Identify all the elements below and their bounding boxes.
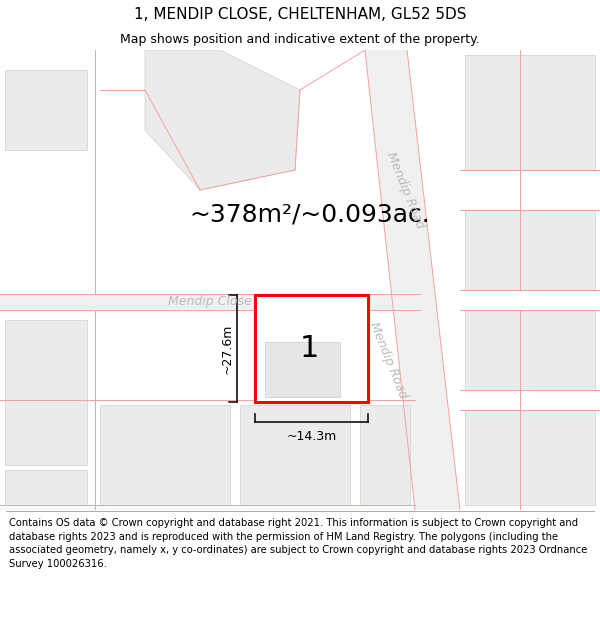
Polygon shape	[145, 50, 300, 190]
Bar	[5, 70, 87, 150]
Text: Mendip Close: Mendip Close	[168, 296, 252, 309]
Bar	[5, 470, 87, 505]
Bar	[265, 342, 340, 397]
Bar	[0, 294, 420, 310]
Text: Mendip Road: Mendip Road	[384, 150, 426, 230]
Bar	[360, 405, 410, 505]
Text: 1: 1	[299, 334, 319, 363]
Bar	[465, 210, 595, 290]
Bar	[465, 410, 595, 505]
Text: ~378m²/~0.093ac.: ~378m²/~0.093ac.	[190, 203, 430, 227]
Bar	[100, 405, 230, 505]
Bar	[5, 320, 87, 465]
Text: ~14.3m: ~14.3m	[286, 430, 337, 443]
Polygon shape	[365, 50, 460, 510]
Text: Map shows position and indicative extent of the property.: Map shows position and indicative extent…	[120, 32, 480, 46]
Text: Mendip Road: Mendip Road	[367, 320, 409, 400]
Text: ~27.6m: ~27.6m	[221, 323, 234, 374]
Text: Contains OS data © Crown copyright and database right 2021. This information is : Contains OS data © Crown copyright and d…	[9, 518, 587, 569]
Bar	[465, 55, 595, 170]
Bar	[255, 295, 368, 402]
Text: 1, MENDIP CLOSE, CHELTENHAM, GL52 5DS: 1, MENDIP CLOSE, CHELTENHAM, GL52 5DS	[134, 6, 466, 21]
Bar	[240, 405, 350, 505]
Bar	[465, 310, 595, 390]
